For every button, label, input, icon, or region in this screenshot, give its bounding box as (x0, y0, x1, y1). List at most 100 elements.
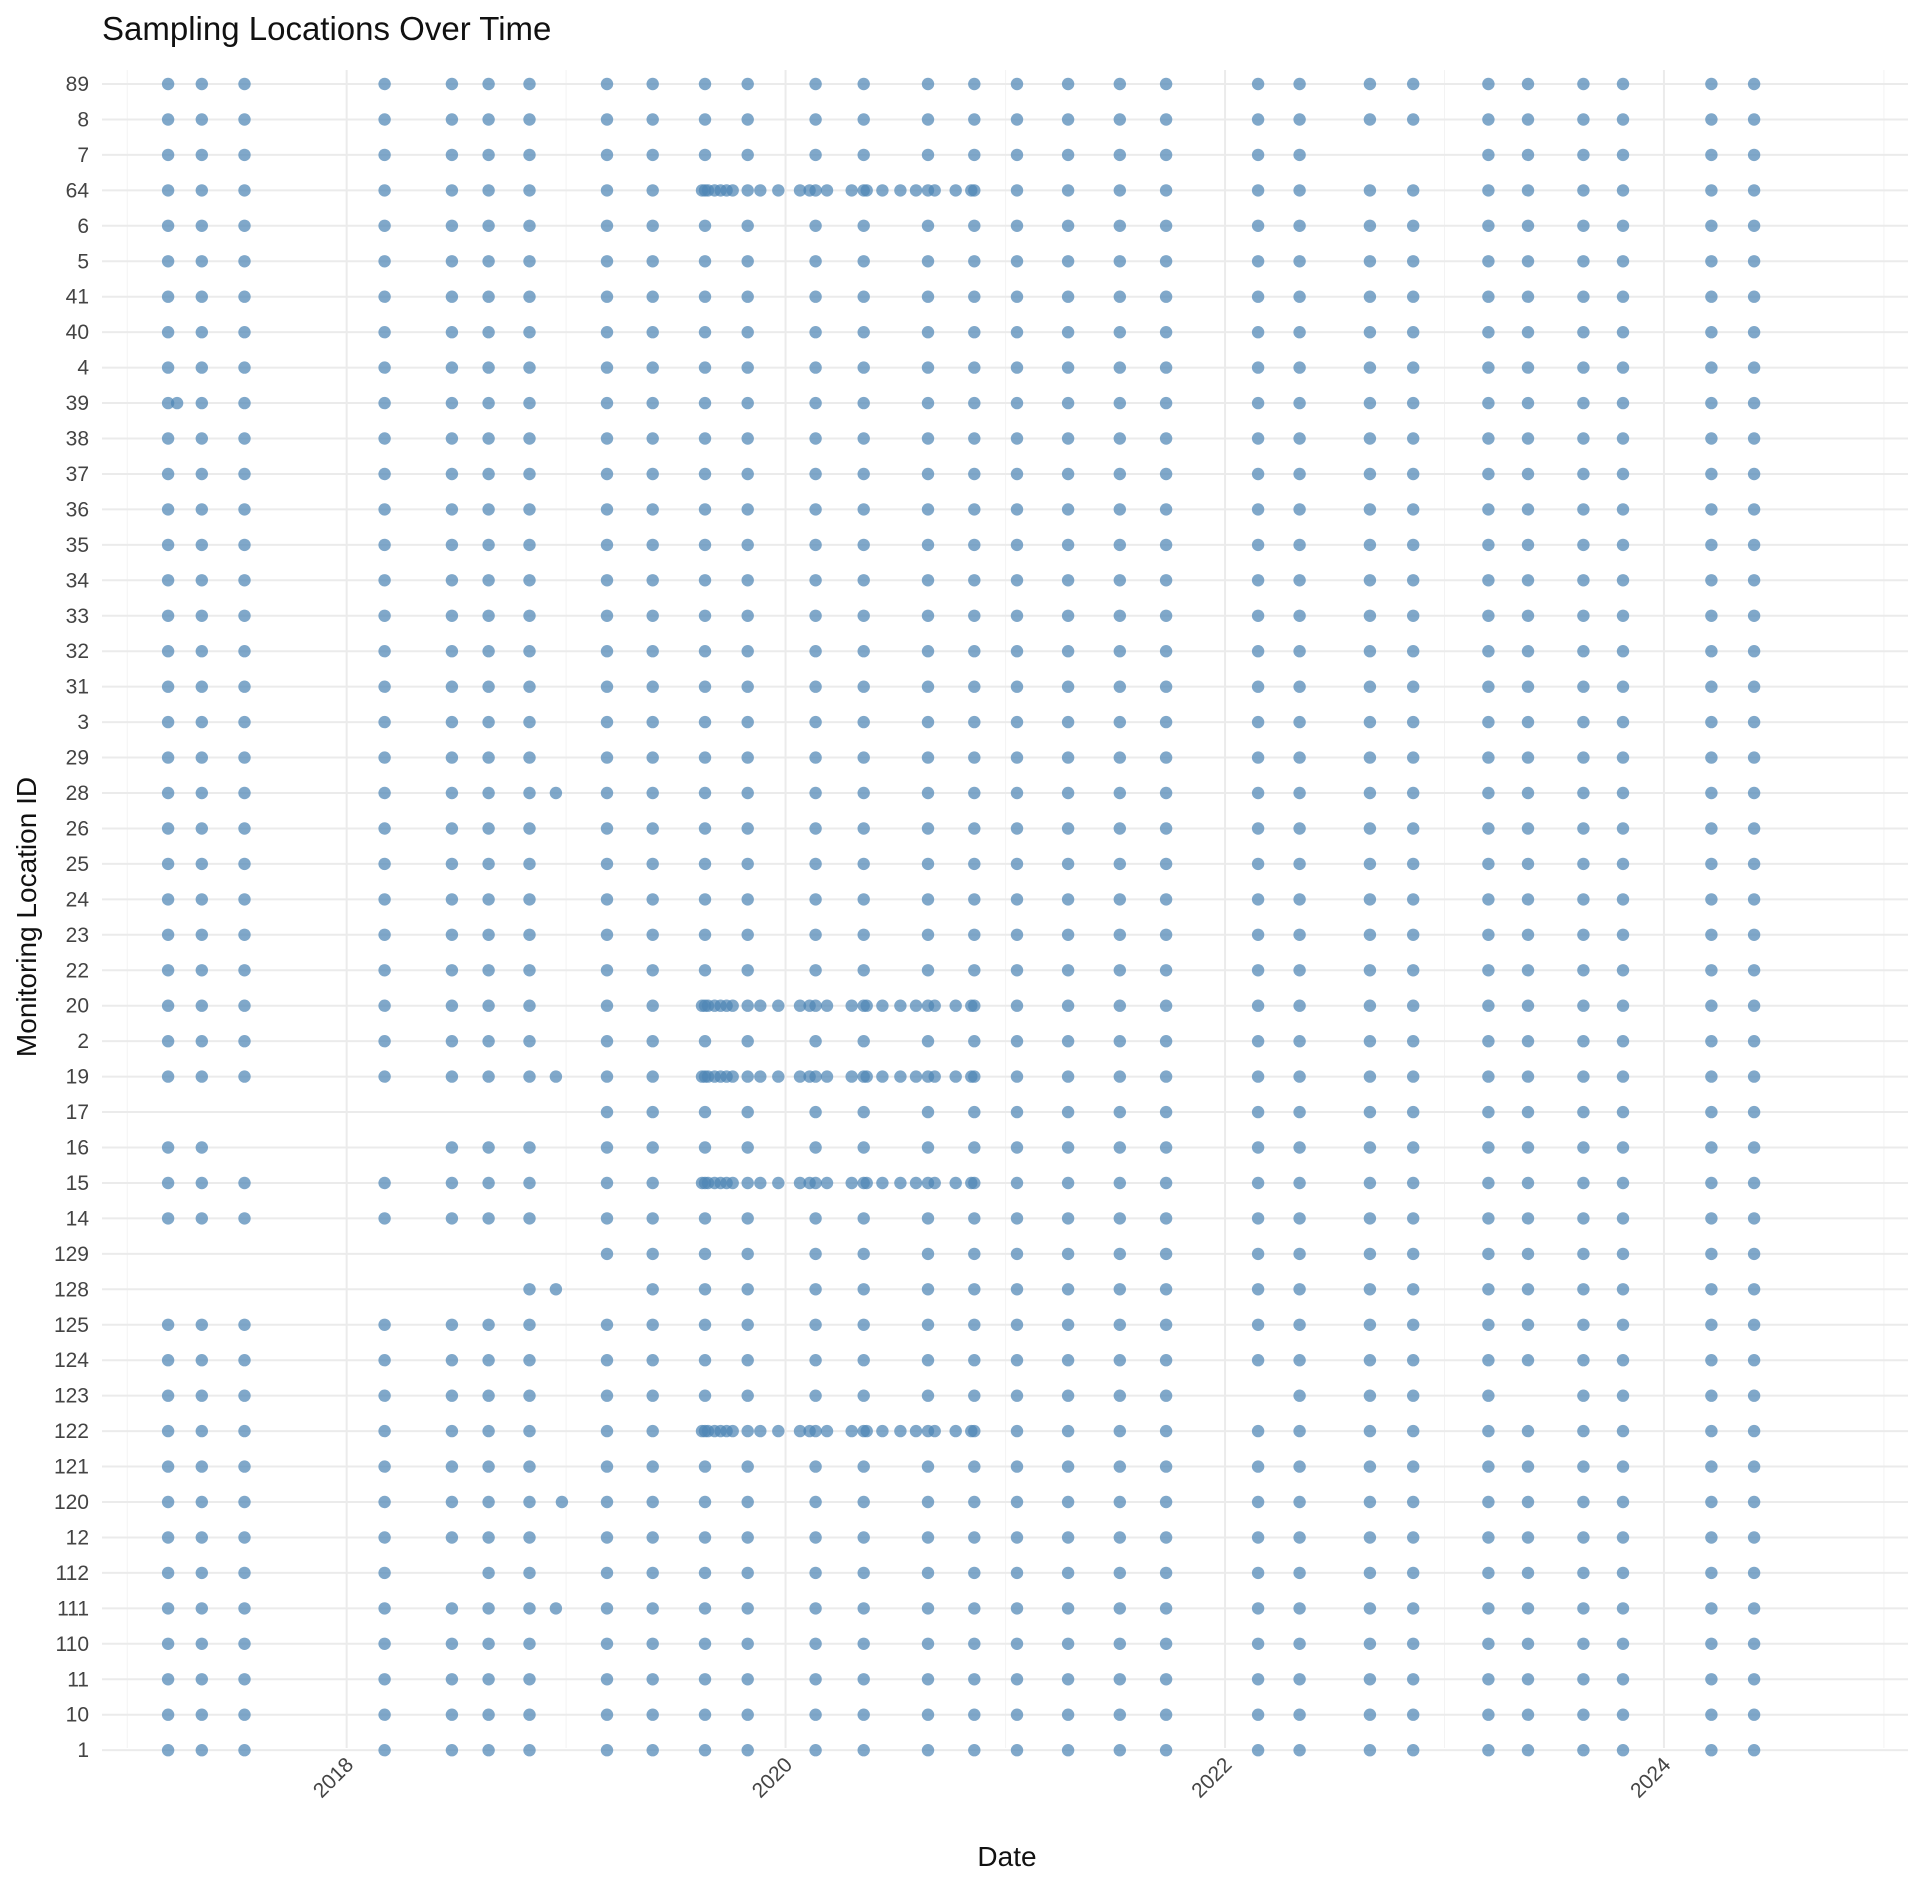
data-point (646, 1637, 659, 1651)
data-point (523, 1389, 536, 1402)
data-point (238, 1035, 251, 1048)
y-tick-label: 36 (66, 498, 89, 521)
data-point (1061, 1708, 1075, 1721)
data-point (1577, 999, 1590, 1012)
data-point (1061, 1637, 1075, 1651)
data-point (698, 715, 712, 729)
data-point (1616, 503, 1630, 516)
data-point (646, 786, 659, 800)
data-point (1577, 467, 1590, 481)
data-points (161, 77, 1761, 1757)
data-point (1407, 1070, 1420, 1083)
data-point (909, 1176, 923, 1190)
data-point (1251, 893, 1265, 906)
data-point (726, 1070, 739, 1083)
data-point (1616, 1744, 1630, 1757)
data-point (1407, 290, 1420, 303)
data-point (1363, 1708, 1377, 1721)
data-point (1407, 1495, 1420, 1509)
data-point (482, 964, 495, 977)
data-point (741, 645, 754, 658)
data-point (1061, 999, 1075, 1012)
data-point (1159, 999, 1173, 1012)
data-point (1616, 786, 1630, 800)
data-point (1251, 1460, 1265, 1473)
data-point (445, 184, 459, 197)
data-point (1251, 1602, 1265, 1615)
data-point (1363, 1283, 1377, 1296)
data-point (1705, 1247, 1718, 1261)
data-point (1293, 964, 1306, 977)
data-point (698, 255, 712, 268)
data-point (549, 1602, 563, 1615)
data-point (646, 219, 659, 232)
data-point (600, 503, 614, 516)
data-point (195, 928, 208, 941)
data-point (1113, 361, 1127, 374)
data-point (238, 751, 251, 764)
data-point (1407, 680, 1420, 693)
data-point (523, 1354, 536, 1367)
data-point (921, 1566, 935, 1580)
data-point (1061, 396, 1075, 410)
data-point (195, 184, 208, 197)
data-point (445, 999, 459, 1012)
data-point (523, 361, 536, 374)
data-point (161, 255, 175, 268)
data-point (646, 396, 659, 410)
data-point (646, 822, 659, 835)
data-point (445, 1389, 459, 1402)
data-point (1577, 1637, 1590, 1651)
data-point (238, 326, 251, 339)
data-point (238, 1744, 251, 1757)
data-point (1159, 1354, 1173, 1367)
data-point (1061, 1283, 1075, 1296)
data-point (1407, 503, 1420, 516)
data-point (1482, 432, 1495, 445)
data-point (195, 1354, 208, 1367)
data-point (1407, 184, 1420, 197)
data-point (445, 1531, 459, 1544)
data-point (238, 786, 251, 800)
y-tick-label: 17 (66, 1101, 89, 1124)
data-point (600, 538, 614, 552)
data-point (1061, 538, 1075, 552)
data-point (378, 1176, 391, 1190)
data-point (378, 751, 391, 764)
data-point (1521, 1212, 1535, 1225)
data-point (1705, 1744, 1718, 1757)
data-point (1521, 680, 1535, 693)
data-point (857, 1744, 870, 1757)
data-point (600, 751, 614, 764)
data-point (1616, 1708, 1630, 1721)
data-point (968, 1460, 981, 1473)
data-point (857, 857, 870, 871)
data-point (523, 1531, 536, 1544)
data-point (1363, 1389, 1377, 1402)
data-point (1616, 1424, 1630, 1438)
data-point (1293, 1070, 1306, 1083)
y-tick-label: 7 (77, 144, 89, 167)
data-point (1521, 1035, 1535, 1048)
data-point (1616, 857, 1630, 871)
data-point (1061, 326, 1075, 339)
data-point (809, 645, 822, 658)
data-point (1616, 1176, 1630, 1190)
data-point (1363, 1176, 1377, 1190)
data-point (482, 467, 495, 481)
data-point (161, 574, 175, 587)
data-point (1251, 432, 1265, 445)
data-point (1616, 1531, 1630, 1544)
data-point (698, 467, 712, 481)
data-point (378, 1354, 391, 1367)
data-point (1010, 1212, 1024, 1225)
data-point (698, 1566, 712, 1580)
data-point (646, 1744, 659, 1757)
data-point (1293, 751, 1306, 764)
data-point (1482, 574, 1495, 587)
data-point (1113, 574, 1127, 587)
data-point (1482, 999, 1495, 1012)
data-point (857, 255, 870, 268)
data-point (378, 609, 391, 622)
data-point (523, 1424, 536, 1438)
